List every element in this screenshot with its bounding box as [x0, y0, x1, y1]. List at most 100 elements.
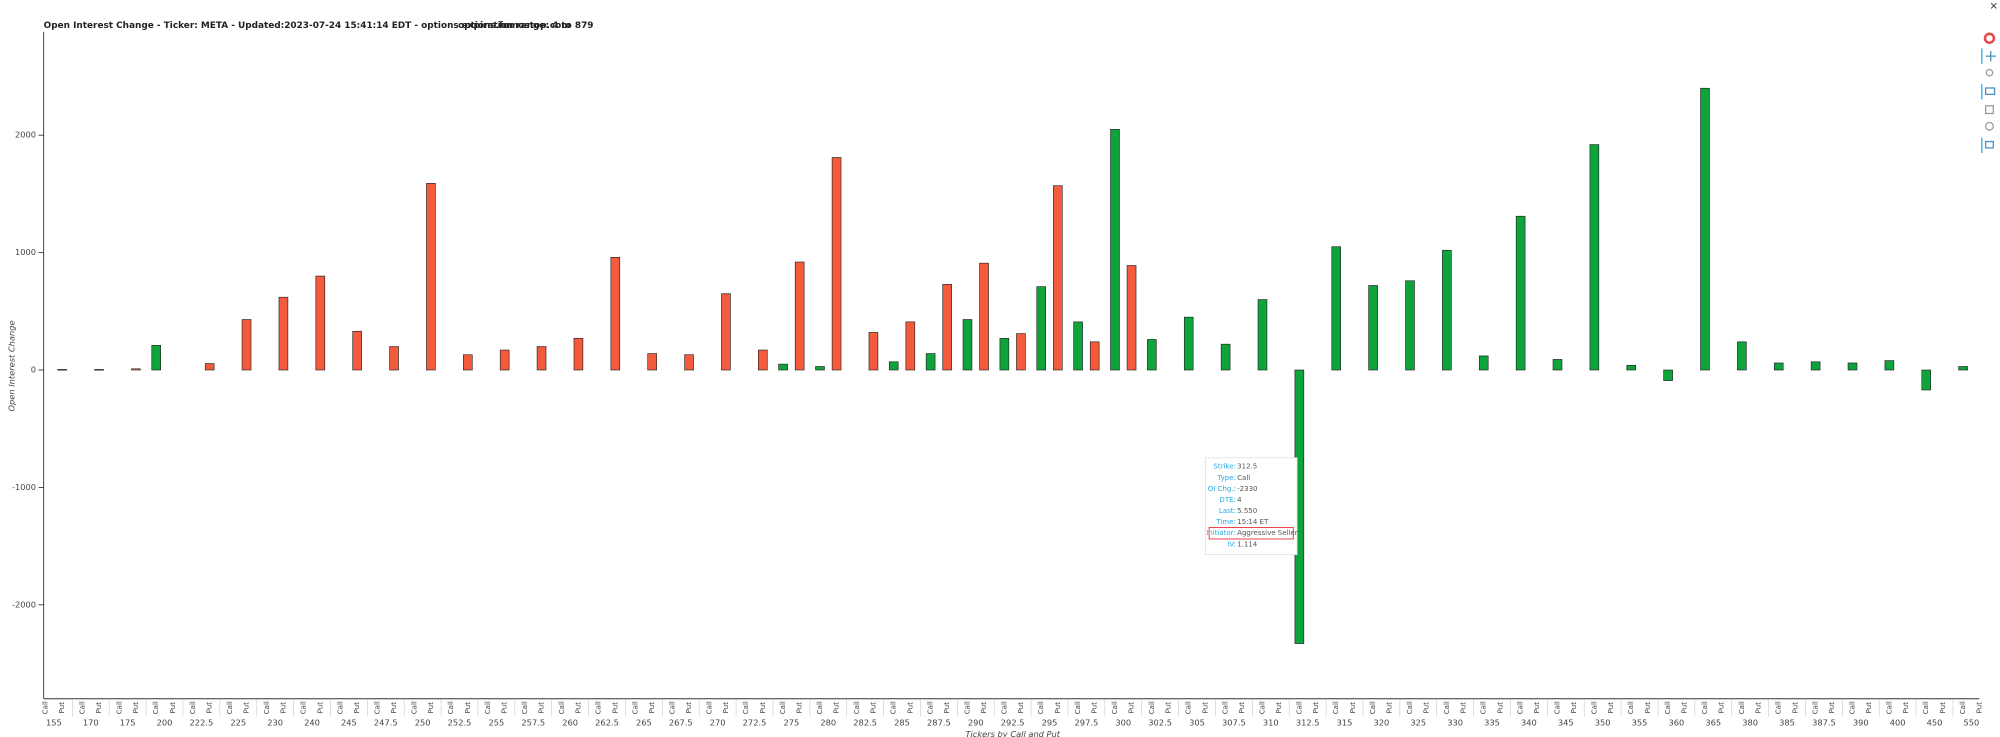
tooltip-key: OI Chg.:: [1208, 484, 1236, 493]
chart-title: Open Interest Change - Ticker: META - Up…: [44, 21, 594, 31]
x-subcategory-label: Call: [889, 701, 898, 714]
x-subcategory-label: Call: [1700, 701, 1709, 714]
x-subcategory-label: Put: [610, 702, 619, 714]
x-tick-label: 387.5: [1812, 717, 1836, 727]
x-subcategory-label: Call: [1110, 701, 1119, 714]
logo[interactable]: [1983, 32, 1996, 44]
x-tick-label: 315: [1337, 717, 1353, 727]
x-tick-label: 320: [1374, 717, 1390, 727]
x-subcategory-label: Put: [205, 702, 214, 714]
x-tick-label: 390: [1853, 717, 1869, 727]
zoom-tool[interactable]: [1985, 68, 1994, 77]
x-tick-label: 550: [1964, 717, 1980, 727]
x-subcategory-label: Call: [520, 701, 529, 714]
x-subcategory-label: Put: [1717, 702, 1726, 714]
tooltip-key: IV:: [1227, 539, 1236, 548]
x-subcategory-label: Put: [389, 702, 398, 714]
bar: [241, 319, 252, 371]
x-subcategory-label: Call: [1516, 701, 1525, 714]
x-tick-label: 310: [1263, 717, 1279, 727]
x-subcategory-label: Call: [1405, 701, 1414, 714]
x-subcategory-label: Call: [741, 701, 750, 714]
bar: [1958, 366, 1968, 371]
y-tick-label: 1000: [15, 247, 36, 257]
x-subcategory-label: Call: [1221, 701, 1230, 714]
x-subcategory-label: Call: [225, 701, 234, 714]
x-subcategory-label: Put: [426, 702, 435, 714]
bar: [1515, 215, 1526, 371]
x-subcategory-label: Call: [1073, 701, 1082, 714]
bar: [1442, 249, 1452, 371]
x-subcategory-label: Put: [1680, 702, 1689, 714]
x-subcategory-label: Put: [1790, 702, 1799, 714]
bar: [426, 183, 436, 371]
x-tick-label: 260: [562, 717, 578, 727]
x-subcategory-label: Put: [94, 702, 103, 714]
x-subcategory-label: Call: [1589, 701, 1598, 714]
hover-tool[interactable]: [1985, 140, 1994, 149]
tooltip-value: 5.550: [1237, 506, 1257, 515]
x-subcategory-label: Call: [188, 701, 197, 714]
x-subcategory-label: Call: [1626, 701, 1635, 714]
bar: [463, 354, 473, 371]
x-subcategory-label: Put: [463, 702, 472, 714]
bar: [1552, 359, 1563, 371]
x-tick-label: 262.5: [595, 717, 619, 727]
x-tick-label: 275: [784, 717, 800, 727]
box-zoom-tool[interactable]: [1985, 87, 1996, 95]
x-subcategory-label: Put: [1458, 702, 1467, 714]
bar: [1663, 369, 1673, 381]
x-subcategory-label: Put: [500, 702, 509, 714]
x-subcategory-label: Put: [1053, 702, 1062, 714]
x-subcategory-label: Call: [999, 701, 1008, 714]
bar: [57, 369, 67, 371]
bar: [1737, 341, 1747, 371]
x-tick-label: 252.5: [448, 717, 472, 727]
bar: [905, 321, 916, 371]
x-subcategory-label: Put: [242, 702, 251, 714]
bar: [1626, 364, 1637, 371]
x-tick-label: 282.5: [853, 717, 877, 727]
x-subcategory-label: Put: [832, 702, 841, 714]
bar: [315, 275, 326, 371]
bar: [1773, 362, 1784, 371]
x-subcategory-label: Put: [868, 702, 877, 714]
x-subcategory-label: Call: [1036, 701, 1045, 714]
x-subcategory-label: Call: [1147, 701, 1156, 714]
pan-tool[interactable]: [1985, 51, 1996, 62]
x-subcategory-label: Call: [114, 701, 123, 714]
x-tick-label: 222.5: [190, 717, 214, 727]
x-subcategory-label: Call: [852, 701, 861, 714]
x-subcategory-label: Call: [631, 701, 640, 714]
tooltip-key: Time:: [1215, 517, 1236, 526]
x-tick-label: 267.5: [669, 717, 693, 727]
x-tick-label: 360: [1669, 717, 1685, 727]
bar: [1810, 361, 1821, 371]
toolbar: ✕: [1981, 1, 1998, 154]
x-tick-label: 247.5: [374, 717, 398, 727]
x-tick-label: 240: [304, 717, 320, 727]
x-subcategory-label: Call: [1442, 701, 1451, 714]
x-subcategory-label: Put: [795, 702, 804, 714]
x-subcategory-label: Put: [1274, 702, 1283, 714]
close-icon[interactable]: ✕: [1989, 1, 1998, 12]
bar: [1884, 360, 1895, 371]
tooltip-highlight: [1208, 526, 1294, 540]
reset-tool[interactable]: [1985, 121, 1994, 131]
x-subcategory-label: Call: [1368, 701, 1377, 714]
x-subcategory-label: Put: [537, 702, 546, 714]
bar: [573, 337, 584, 371]
bar: [1478, 355, 1489, 371]
save-tool[interactable]: [1985, 105, 1994, 115]
x-subcategory-label: Call: [1737, 701, 1746, 714]
bar: [758, 349, 768, 371]
x-tick-label: 265: [636, 717, 652, 727]
x-tick-label: 307.5: [1222, 717, 1246, 727]
bar: [94, 369, 104, 371]
bar: [868, 332, 879, 371]
bar: [131, 368, 141, 371]
x-subcategory-label: Call: [409, 701, 418, 714]
bar: [278, 296, 289, 371]
bar: [999, 337, 1010, 371]
